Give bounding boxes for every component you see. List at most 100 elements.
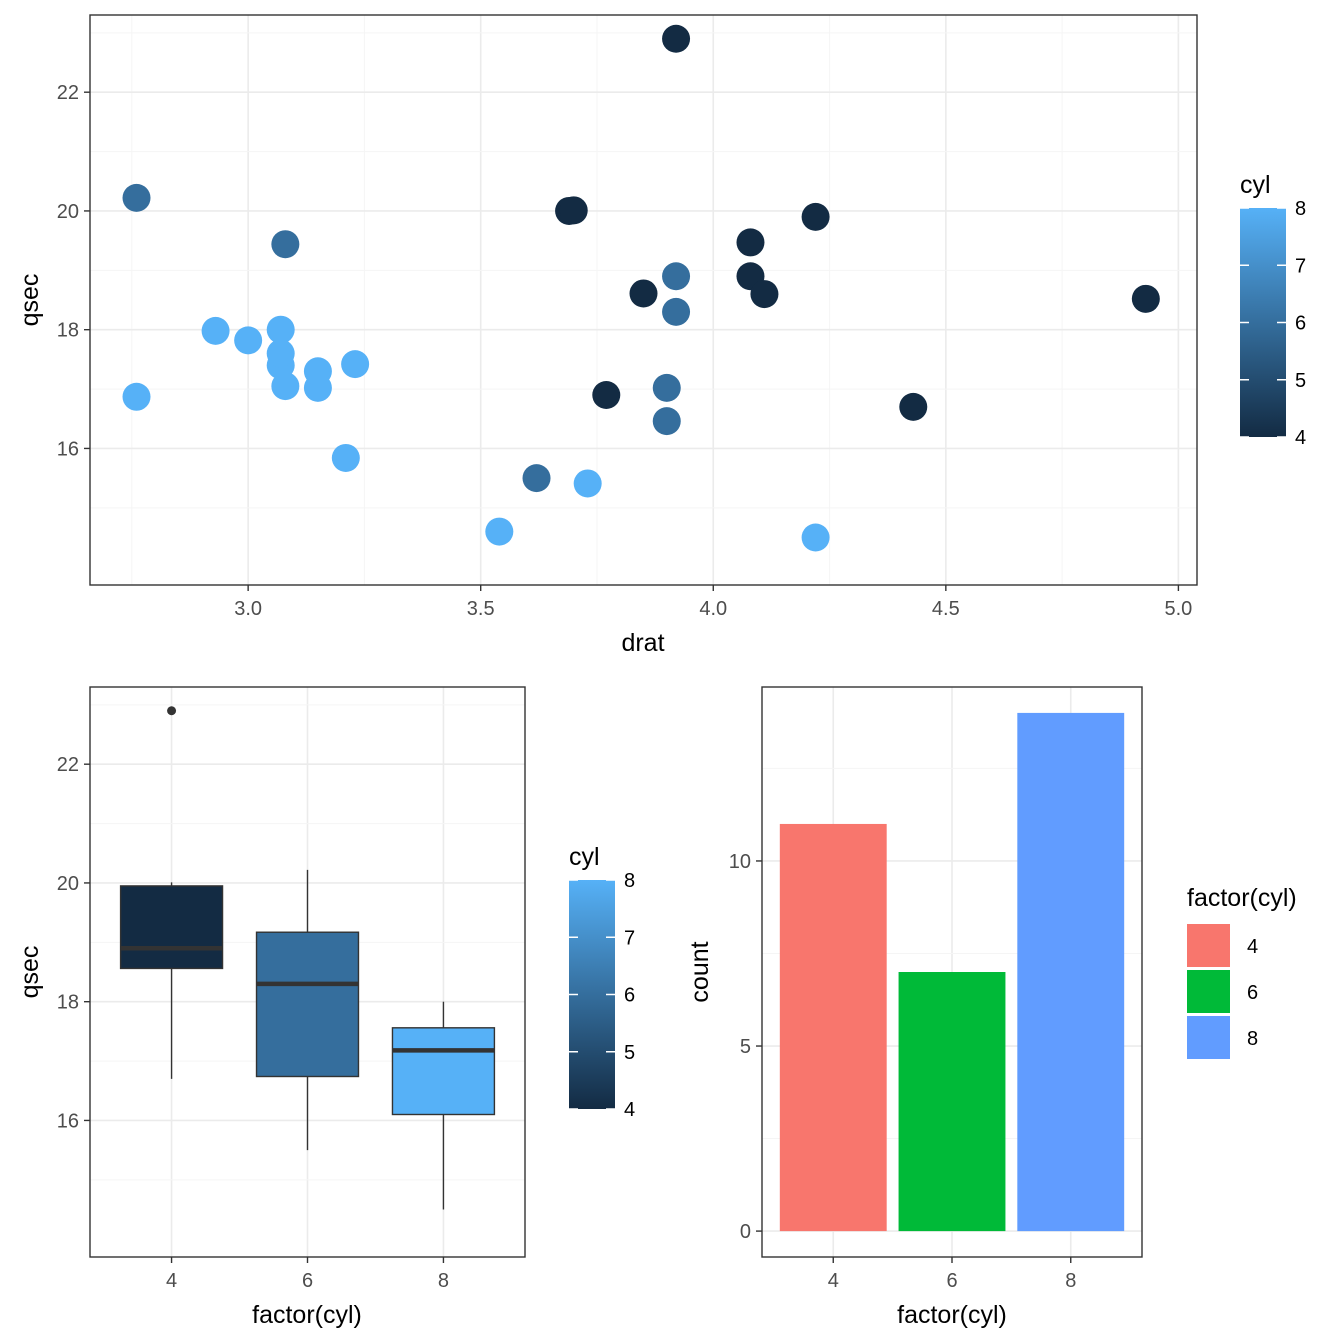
y-tick-label: 10 <box>729 851 751 873</box>
legend-label: 6 <box>1295 313 1306 335</box>
scatter-point <box>652 407 681 436</box>
legend-label: 4 <box>1295 427 1306 449</box>
scatter-point <box>266 315 295 344</box>
scatter-point <box>122 183 151 212</box>
box-iqr <box>391 1027 496 1116</box>
x-tick-label: 4.5 <box>932 598 960 620</box>
scatter-point <box>559 196 588 225</box>
scatter-point <box>662 24 691 53</box>
scatter-point <box>592 381 621 409</box>
y-tick-label: 22 <box>57 754 79 776</box>
scatter-point <box>522 464 551 493</box>
scatter-point <box>652 373 681 402</box>
bar-chart: 4 6 8 0 5 10 factor(cyl) count factor(cyl) 4 6… <box>686 686 1297 1329</box>
box-outlier <box>167 706 177 716</box>
legend-label: 4 <box>1247 936 1258 958</box>
scatter-point <box>341 350 370 379</box>
box-4 <box>119 706 224 1079</box>
bar-y-axis: 0 5 10 <box>729 851 762 1243</box>
boxplot-x-axis-title: factor(cyl) <box>252 1301 362 1329</box>
legend-label: 8 <box>1295 198 1306 220</box>
legend-label: 7 <box>624 927 635 949</box>
x-tick-label: 4 <box>166 1270 177 1292</box>
scatter-point <box>629 279 658 308</box>
legend-key <box>1187 1016 1230 1059</box>
legend-label: 8 <box>1247 1028 1258 1050</box>
box-8 <box>391 1001 496 1210</box>
legend-title: factor(cyl) <box>1187 884 1297 912</box>
boxplot-boxes <box>119 706 496 1210</box>
x-tick-label: 8 <box>1065 1270 1076 1292</box>
legend-key <box>1187 924 1230 967</box>
scatter-point <box>271 230 300 259</box>
legend-label: 6 <box>1247 982 1258 1004</box>
scatter-point <box>573 469 602 498</box>
scatter-point <box>271 372 300 401</box>
y-tick-label: 22 <box>57 82 79 104</box>
boxplot-x-axis: 4 6 8 <box>166 1257 449 1292</box>
bar-x-axis-title: factor(cyl) <box>897 1301 1007 1329</box>
boxplot-color-legend: cyl 8 7 6 5 4 <box>569 843 635 1121</box>
y-tick-label: 16 <box>57 1110 79 1132</box>
scatter-points <box>122 24 1160 552</box>
boxplot: 4 6 8 16 18 20 22 factor(cyl) qsec cyl 8 7 6 5 4 <box>16 686 635 1329</box>
y-tick-label: 18 <box>57 992 79 1014</box>
boxplot-y-axis: 16 18 20 22 <box>57 754 90 1132</box>
scatter-point <box>234 326 263 355</box>
scatter-point <box>201 316 230 345</box>
y-tick-label: 5 <box>740 1036 751 1058</box>
box-iqr <box>119 885 224 970</box>
scatter-x-axis-title: drat <box>621 629 664 657</box>
legend-title: cyl <box>1240 171 1271 199</box>
x-tick-label: 6 <box>946 1270 957 1292</box>
scatter-point <box>750 280 779 309</box>
scatter-plot: 3.0 3.5 4.0 4.5 5.0 16 18 20 22 drat qsec cyl 8 7… <box>16 14 1306 657</box>
box-iqr <box>255 931 360 1078</box>
y-tick-label: 20 <box>57 201 79 223</box>
scatter-point <box>266 339 295 368</box>
scatter-color-legend: cyl 8 7 6 5 4 <box>1240 171 1306 449</box>
legend-label: 7 <box>1295 255 1306 277</box>
scatter-point <box>1131 284 1160 313</box>
scatter-point <box>303 357 332 386</box>
scatter-grid <box>90 15 1197 585</box>
x-tick-label: 5.0 <box>1164 598 1192 620</box>
scatter-point <box>899 392 928 421</box>
boxplot-y-axis-title: qsec <box>16 946 44 999</box>
y-tick-label: 20 <box>57 873 79 895</box>
bar-4 <box>779 823 887 1232</box>
bar-fill-legend: factor(cyl) 4 6 8 <box>1187 884 1297 1059</box>
x-tick-label: 3.0 <box>234 598 262 620</box>
y-tick-label: 0 <box>740 1221 751 1243</box>
scatter-point <box>801 202 830 231</box>
legend-label: 6 <box>624 985 635 1007</box>
bar-6 <box>898 972 1006 1232</box>
bar-8 <box>1017 712 1125 1232</box>
x-tick-label: 6 <box>302 1270 313 1292</box>
scatter-point <box>662 297 691 326</box>
bar-y-axis-title: count <box>686 941 714 1002</box>
bar-x-axis: 4 6 8 <box>828 1257 1076 1292</box>
x-tick-label: 8 <box>438 1270 449 1292</box>
scatter-point <box>122 382 151 411</box>
scatter-x-axis: 3.0 3.5 4.0 4.5 5.0 <box>234 585 1192 620</box>
scatter-point <box>662 262 691 291</box>
scatter-point <box>736 228 765 257</box>
scatter-point <box>331 443 360 472</box>
scatter-point <box>485 517 514 546</box>
scatter-point <box>801 523 830 552</box>
x-tick-label: 4 <box>828 1270 839 1292</box>
legend-label: 5 <box>1295 370 1306 392</box>
box-6 <box>255 869 360 1151</box>
y-tick-label: 16 <box>57 438 79 460</box>
y-tick-label: 18 <box>57 320 79 342</box>
legend-label: 4 <box>624 1099 635 1121</box>
legend-title: cyl <box>569 843 600 871</box>
x-tick-label: 3.5 <box>467 598 495 620</box>
legend-label: 8 <box>624 870 635 892</box>
bar-bars <box>779 712 1125 1232</box>
scatter-panel-border <box>89 14 1198 586</box>
legend-label: 5 <box>624 1042 635 1064</box>
x-tick-label: 4.0 <box>699 598 727 620</box>
